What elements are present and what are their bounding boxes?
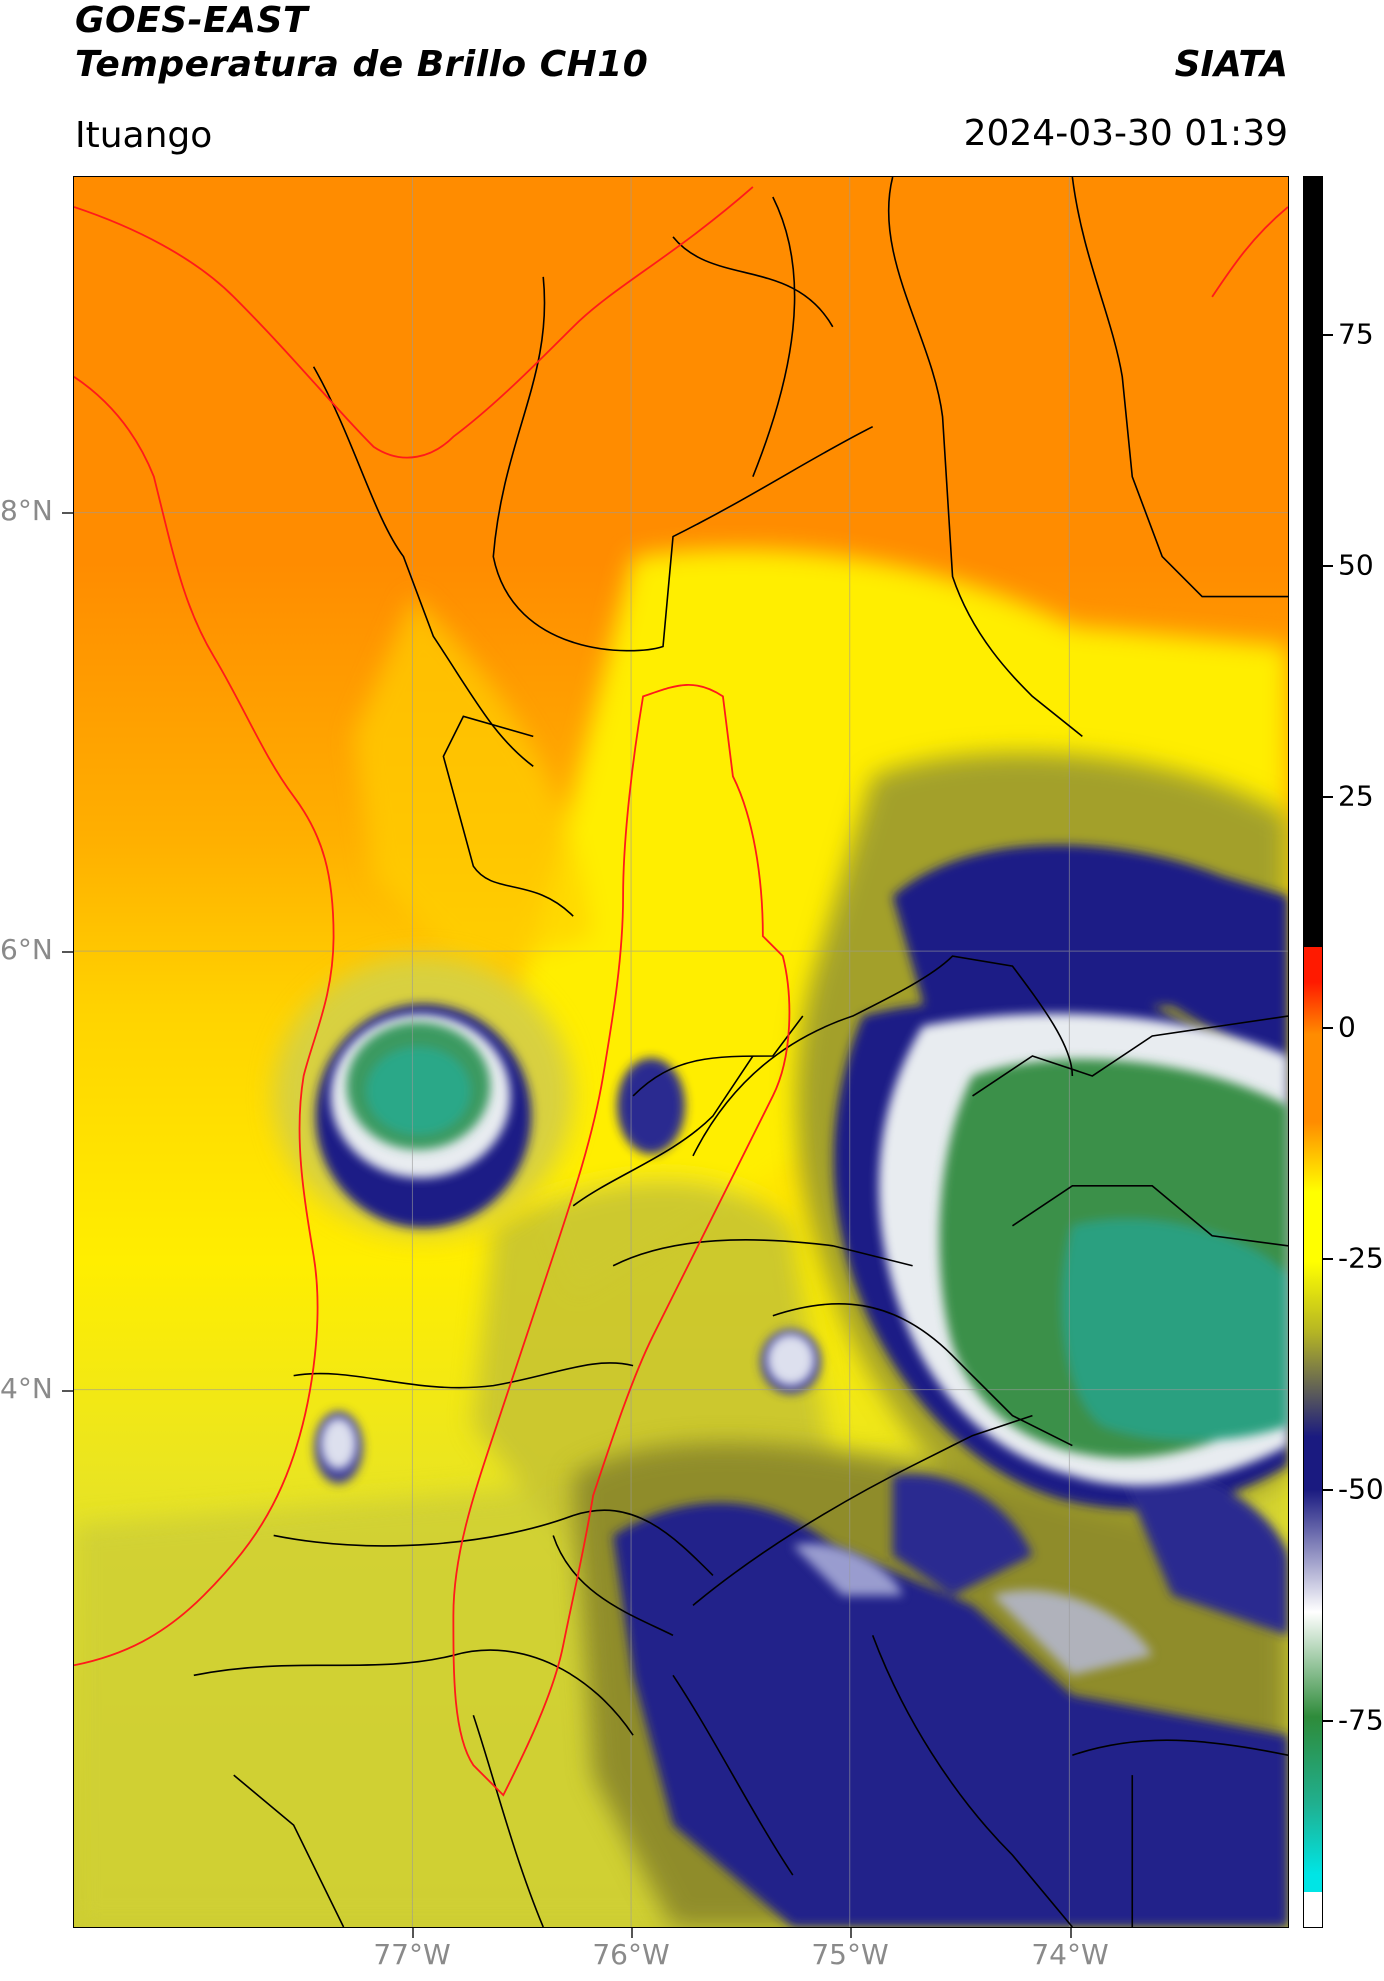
colorbar-tick [1323,796,1333,798]
lon-label-77w: 77°W [373,1938,451,1971]
colorbar-tick [1323,1489,1333,1491]
lat-tick [62,512,73,514]
lon-label-74w: 74°W [1031,1938,1109,1971]
timestamp-label: 2024-03-30 01:39 [963,113,1288,154]
colorbar-label-minus-50: -50 [1338,1472,1384,1506]
satellite-title: GOES-EAST [75,0,309,41]
coastline-and-region [74,186,1288,1797]
colorbar-label-minus-25: -25 [1338,1241,1384,1275]
colorbar-label-25: 25 [1338,779,1374,813]
lat-label-4n: 4°N [0,1372,53,1405]
colorbar [1303,176,1323,1928]
lat-tick [62,951,73,953]
colorbar-tick [1323,1720,1333,1722]
brightness-temperature-field [74,177,1288,1927]
lon-tick [631,1928,633,1938]
graticule [74,177,1288,1927]
colorbar-label-0: 0 [1338,1010,1356,1044]
lon-tick [412,1928,414,1938]
colorbar-label-75: 75 [1338,317,1374,351]
colorbar-tick [1323,1258,1333,1260]
product-title: Temperatura de Brillo CH10 [75,44,649,85]
lon-label-75w: 75°W [811,1938,889,1971]
region-label: Ituango [75,115,213,156]
lon-tick [1070,1928,1072,1938]
colorbar-label-50: 50 [1338,548,1374,582]
lon-tick [850,1928,852,1938]
lat-label-8n: 8°N [0,494,53,527]
satellite-map[interactable] [73,176,1289,1928]
colorbar-tick [1323,1027,1333,1029]
lat-label-6n: 6°N [0,933,53,966]
department-boundaries [193,177,1288,1927]
lon-label-76w: 76°W [592,1938,670,1971]
lat-tick [62,1390,73,1392]
colorbar-tick [1323,565,1333,567]
colorbar-label-minus-75: -75 [1338,1703,1384,1737]
colorbar-tick [1323,334,1333,336]
organization-label: SIATA [1174,44,1288,85]
